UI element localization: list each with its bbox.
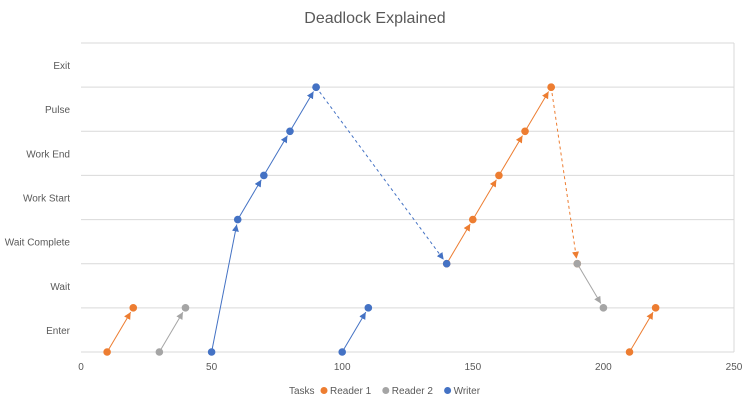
x-tick-label: 250 <box>726 362 743 373</box>
connector-reader-2 <box>576 263 602 304</box>
legend-marker <box>444 387 452 394</box>
connector-reader-1 <box>106 311 132 353</box>
point-writer <box>233 215 242 224</box>
point-reader-1 <box>103 348 111 356</box>
point-reader-1 <box>625 348 634 356</box>
y-tick-label: Exit <box>53 61 70 72</box>
x-tick-label: 0 <box>78 362 84 373</box>
x-tick-label: 100 <box>334 362 351 373</box>
x-tick-label: 50 <box>206 362 218 373</box>
chart-title: Deadlock Explained <box>304 10 445 27</box>
point-writer <box>260 171 268 180</box>
connector-reader-1 <box>446 223 471 264</box>
connector-writer <box>211 224 239 353</box>
point-reader-2 <box>155 348 164 356</box>
y-tick-label: Work End <box>26 149 70 160</box>
point-writer <box>364 304 373 312</box>
legend-label: Reader 2 <box>392 386 434 397</box>
connector-reader-1 <box>629 311 654 353</box>
connector-writer <box>263 135 288 176</box>
y-tick-label: Work Start <box>23 194 70 205</box>
legend-title: Tasks <box>289 386 315 397</box>
x-tick-label: 200 <box>595 362 612 373</box>
connector-writer <box>237 179 262 220</box>
legend-label: Writer <box>454 386 481 397</box>
point-writer <box>312 83 320 91</box>
point-reader-1 <box>547 83 555 91</box>
point-writer <box>338 348 347 356</box>
x-tick-label: 150 <box>464 362 481 373</box>
point-reader-1 <box>495 171 503 180</box>
connector-writer <box>289 91 314 132</box>
point-reader-1 <box>469 215 477 224</box>
point-reader-2 <box>181 304 190 312</box>
connector-reader-1 <box>472 179 497 220</box>
y-tick-label: Wait Complete <box>5 238 71 249</box>
point-reader-2 <box>599 304 608 312</box>
legend: Tasks Reader 1 Reader 2 Writer <box>289 386 481 397</box>
legend-marker <box>320 387 328 394</box>
connector-reader-1 <box>550 87 579 259</box>
point-writer <box>286 127 294 136</box>
connector-reader-1 <box>498 135 523 176</box>
legend-label: Reader 1 <box>330 386 372 397</box>
point-reader-2 <box>573 259 582 268</box>
legend-marker <box>382 387 390 394</box>
y-tick-label: Wait <box>50 282 70 293</box>
point-writer <box>207 348 216 356</box>
y-tick-label: Enter <box>46 326 71 337</box>
connector-writer <box>341 311 367 353</box>
connector-reader-1 <box>524 91 550 132</box>
connector-writer <box>315 86 445 260</box>
point-writer <box>442 259 451 268</box>
point-reader-1 <box>129 304 138 312</box>
point-reader-1 <box>651 304 660 312</box>
point-reader-1 <box>521 127 529 136</box>
connector-reader-2 <box>158 311 184 353</box>
y-tick-label: Pulse <box>45 105 70 116</box>
